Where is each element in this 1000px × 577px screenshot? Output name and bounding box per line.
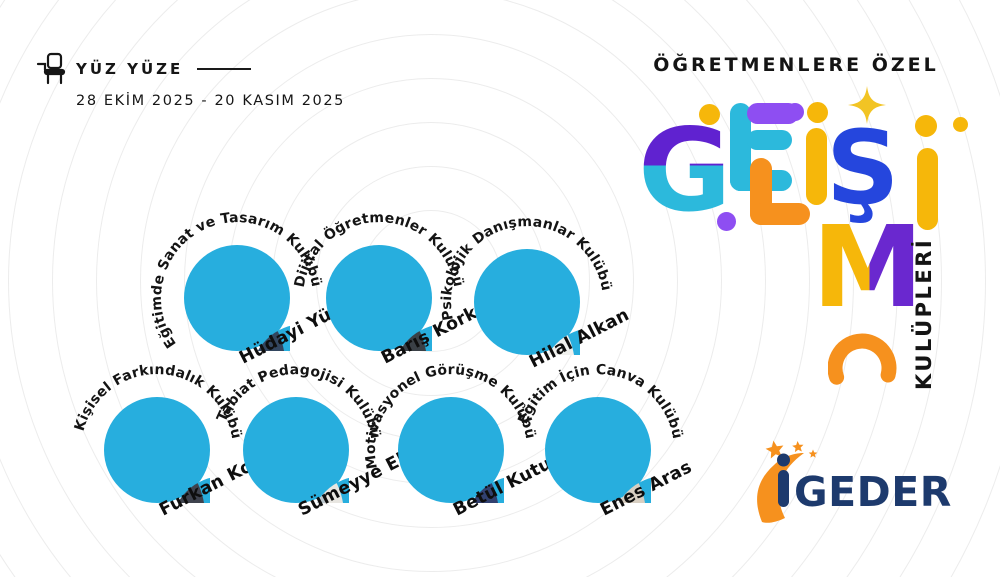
- letter-e-top-arm: [747, 103, 799, 124]
- date-range: 28 EKİM 2025 - 20 KASIM 2025: [76, 93, 346, 109]
- portrait-circle: [398, 397, 504, 503]
- igeder-wordmark: GEDER: [794, 468, 952, 516]
- dash-line: [197, 68, 252, 70]
- yellow-dot: [953, 117, 968, 132]
- chair-icon: [36, 52, 66, 85]
- letter-e-stem: [730, 103, 751, 191]
- format-label: YÜZ YÜZE: [76, 60, 184, 78]
- portrait-circle: [243, 397, 349, 503]
- letter-s-cedilla: Ş: [826, 109, 900, 228]
- igeder-stars-icon: [765, 440, 818, 459]
- yellow-dot: [699, 104, 720, 125]
- portrait-circle: [545, 397, 651, 503]
- logo-subtitle: KULÜPLERİ: [912, 237, 936, 390]
- portrait-circle: [104, 397, 210, 503]
- person-card: Dijital Öğretmenler Kulübü Barış Korkut: [259, 166, 500, 406]
- letter-i1-stem: [806, 128, 827, 205]
- purple-dot: [717, 212, 736, 231]
- audience-label: ÖĞRETMENLERE ÖZEL: [653, 54, 939, 76]
- orange-arc: [828, 333, 897, 385]
- portrait-circle: [326, 245, 432, 351]
- person-card: Psikolojik Danışmanlar Kulübü Hilal Alka…: [407, 170, 647, 410]
- letter-l-arm: [750, 203, 810, 225]
- igeder-letter-i: [777, 453, 790, 507]
- letter-e-mid-arm: [747, 130, 792, 150]
- igeder-logo: GEDER: [748, 436, 960, 524]
- person-card: Tabiat Pedagojisi Kulübü Sümeyye Ebcim: [176, 318, 446, 558]
- portrait-circle: [474, 249, 580, 355]
- sparkle-star-icon: [848, 86, 886, 124]
- letter-m: M: [812, 203, 924, 333]
- person-card: Eğitim İçin Canva Kulübü Enes Aras: [478, 318, 718, 558]
- letter-i2-dot: [915, 115, 937, 137]
- portrait-circle: [184, 245, 290, 351]
- letter-i1-dot: [806, 101, 828, 123]
- person-card: Kişisel Farkındalık Kulübü Furkan Konyal…: [37, 318, 300, 558]
- letter-g: G: [638, 104, 732, 237]
- event-format-block: YÜZ YÜZE 28 EKİM 2025 - 20 KASIM 2025: [36, 52, 345, 109]
- letter-i2-stem: [917, 148, 938, 230]
- igeder-swoosh-icon: [757, 453, 804, 523]
